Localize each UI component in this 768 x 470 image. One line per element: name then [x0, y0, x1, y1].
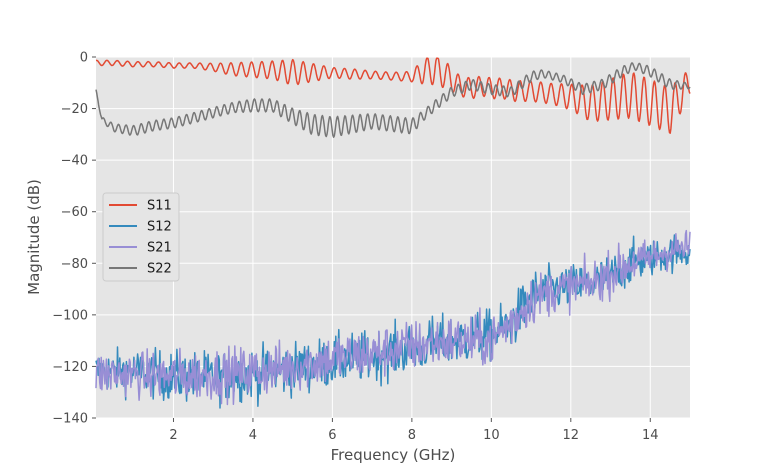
y-tick-label: −60 — [61, 205, 88, 220]
x-tick-label: 12 — [563, 428, 580, 443]
x-axis-label: Frequency (GHz) — [331, 446, 456, 464]
y-tick-label: −100 — [52, 308, 88, 323]
y-axis-ticks: 0 −20 −40 −60 −80 −100 −120 −140 — [52, 51, 96, 427]
y-tick-label: −140 — [52, 412, 88, 427]
series-line-s21 — [95, 229, 691, 406]
y-tick-label: −40 — [61, 154, 88, 169]
legend: S11 S12 S21 S22 — [102, 192, 180, 282]
x-tick-label: 2 — [169, 428, 177, 443]
x-tick-label: 10 — [483, 428, 500, 443]
series-lines — [95, 57, 691, 409]
legend-label-s22: S22 — [147, 262, 172, 277]
legend-label-s21: S21 — [147, 241, 172, 256]
y-tick-label: −120 — [52, 360, 88, 375]
y-tick-label: 0 — [80, 51, 88, 66]
x-tick-label: 6 — [328, 428, 336, 443]
legend-label-s12: S12 — [147, 220, 172, 235]
y-axis-label: Magnitude (dB) — [25, 179, 43, 295]
y-tick-label: −80 — [61, 257, 88, 272]
x-axis-ticks: 2 4 6 8 10 12 14 — [169, 418, 659, 443]
y-tick-label: −20 — [61, 102, 88, 117]
x-tick-label: 14 — [642, 428, 659, 443]
x-tick-label: 8 — [408, 428, 416, 443]
x-tick-label: 4 — [249, 428, 257, 443]
legend-box — [102, 192, 180, 282]
legend-label-s11: S11 — [147, 199, 172, 214]
series-line-s22 — [95, 62, 691, 138]
